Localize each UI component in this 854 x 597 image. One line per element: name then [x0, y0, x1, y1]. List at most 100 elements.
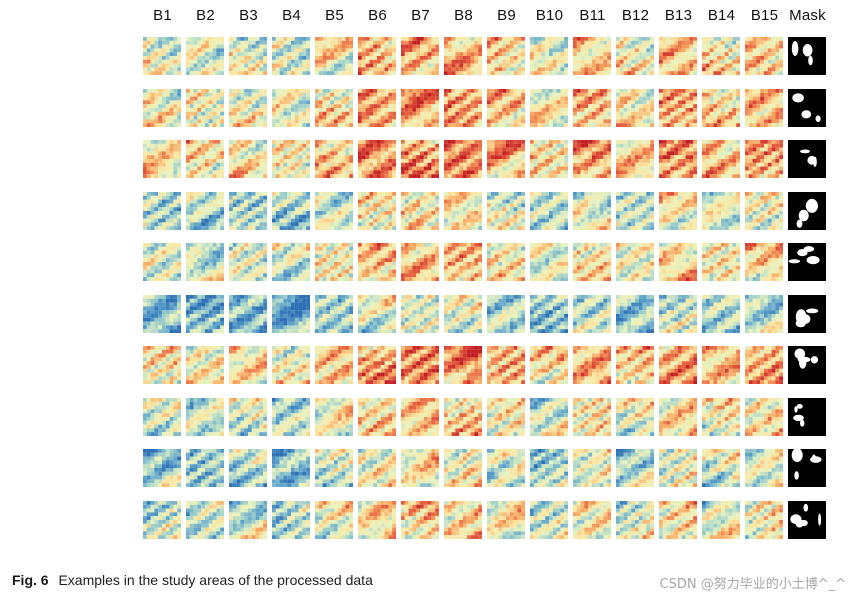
mask-tile — [788, 140, 826, 178]
band-image — [444, 192, 482, 230]
band-tile — [487, 140, 525, 178]
band-tile — [616, 243, 654, 281]
band-tile — [143, 243, 181, 281]
band-image — [702, 37, 740, 75]
band-image — [487, 398, 525, 436]
band-image — [616, 346, 654, 384]
band-image — [186, 346, 224, 384]
band-tile — [616, 140, 654, 178]
band-tile — [315, 37, 353, 75]
band-image — [358, 398, 396, 436]
band-tile — [745, 449, 783, 487]
mask-tile — [788, 89, 826, 127]
band-tile — [401, 398, 439, 436]
band-tile — [186, 37, 224, 75]
band-image — [444, 243, 482, 281]
band-image — [530, 37, 568, 75]
band-image — [530, 89, 568, 127]
mask-image — [788, 346, 826, 384]
band-tile — [702, 295, 740, 333]
band-image — [573, 346, 611, 384]
band-tile — [573, 398, 611, 436]
band-tile — [573, 37, 611, 75]
band-image — [659, 140, 697, 178]
band-tile — [401, 243, 439, 281]
mask-image — [788, 192, 826, 230]
band-image — [745, 192, 783, 230]
band-image — [272, 501, 310, 539]
band-tile — [229, 346, 267, 384]
band-image — [702, 346, 740, 384]
column-header-b3: B3 — [239, 7, 258, 24]
band-tile — [143, 346, 181, 384]
band-image — [573, 243, 611, 281]
band-image — [659, 295, 697, 333]
band-image — [702, 501, 740, 539]
band-image — [229, 192, 267, 230]
band-image — [530, 398, 568, 436]
band-image — [616, 449, 654, 487]
band-tile — [358, 140, 396, 178]
band-tile — [401, 449, 439, 487]
band-tile — [573, 501, 611, 539]
band-tile — [573, 89, 611, 127]
csdn-watermark: CSDN @努力毕业的小土博^_^ — [659, 577, 846, 592]
band-image — [659, 192, 697, 230]
band-image — [487, 37, 525, 75]
band-tile — [401, 89, 439, 127]
band-tile — [358, 89, 396, 127]
band-tile — [143, 140, 181, 178]
band-tile — [616, 37, 654, 75]
band-tile — [272, 346, 310, 384]
band-tile — [659, 89, 697, 127]
band-tile — [745, 295, 783, 333]
column-header-b12: B12 — [621, 7, 650, 24]
band-image — [358, 501, 396, 539]
band-image — [401, 140, 439, 178]
band-tile — [315, 295, 353, 333]
band-image — [401, 346, 439, 384]
band-image — [530, 449, 568, 487]
band-image — [358, 140, 396, 178]
band-image — [358, 346, 396, 384]
band-tile — [272, 89, 310, 127]
band-tile — [616, 295, 654, 333]
band-image — [229, 346, 267, 384]
band-image — [702, 449, 740, 487]
band-image — [573, 398, 611, 436]
band-tile — [702, 140, 740, 178]
band-tile — [272, 243, 310, 281]
band-tile — [530, 295, 568, 333]
band-tile — [487, 501, 525, 539]
band-tile — [272, 37, 310, 75]
band-tile — [229, 243, 267, 281]
column-header-mask: Mask — [789, 7, 826, 24]
band-image — [573, 192, 611, 230]
band-tile — [186, 192, 224, 230]
band-image — [616, 243, 654, 281]
band-image — [143, 89, 181, 127]
band-image — [444, 89, 482, 127]
band-tile — [272, 140, 310, 178]
band-image — [530, 346, 568, 384]
band-tile — [143, 89, 181, 127]
band-tile — [487, 192, 525, 230]
band-tile — [573, 192, 611, 230]
band-image — [659, 449, 697, 487]
band-image — [616, 140, 654, 178]
band-tile — [573, 346, 611, 384]
band-tile — [315, 140, 353, 178]
band-image — [745, 89, 783, 127]
band-tile — [702, 37, 740, 75]
band-tile — [659, 295, 697, 333]
band-tile — [315, 192, 353, 230]
band-tile — [444, 37, 482, 75]
band-tile — [229, 449, 267, 487]
band-tile — [401, 501, 439, 539]
band-tile — [573, 449, 611, 487]
band-tile — [702, 346, 740, 384]
band-tile — [659, 37, 697, 75]
band-image — [487, 449, 525, 487]
column-header-b9: B9 — [497, 7, 516, 24]
band-image — [659, 398, 697, 436]
